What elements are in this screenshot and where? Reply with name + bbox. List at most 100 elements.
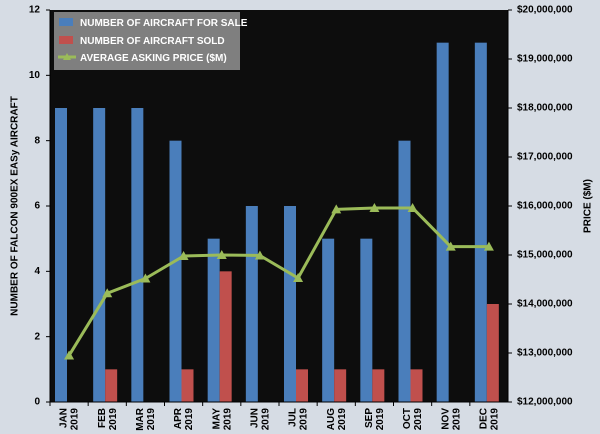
price-marker-sep	[369, 202, 380, 212]
y2-tick-label: $16,000,000	[517, 201, 573, 212]
x-tick-month: FEB	[97, 408, 108, 428]
price-marker-nov	[445, 241, 456, 251]
bar-for-sale-apr	[169, 140, 182, 402]
bar-for-sale-oct	[398, 140, 411, 402]
y2-tick-label: $14,000,000	[517, 299, 573, 310]
price-marker-may	[216, 250, 227, 259]
price-marker-jun	[254, 250, 265, 260]
y-tick-label: 10	[29, 70, 41, 81]
y-tick-label: 6	[34, 201, 40, 212]
x-tick-label-apr: APR 2019	[173, 407, 195, 430]
legend-swatch-price-marker	[63, 53, 71, 60]
price-marker-jan	[64, 350, 75, 360]
y2-tick-label: $20,000,000	[517, 5, 573, 16]
bar-for-sale-aug	[322, 238, 335, 402]
legend-box	[54, 12, 240, 70]
x-tick-label-feb: FEB 2019	[97, 408, 119, 431]
x-tick-month: JUN	[250, 408, 261, 428]
bar-sold-may	[219, 271, 232, 402]
bar-sold-jul	[296, 369, 308, 402]
x-tick-year: 2019	[146, 408, 157, 431]
x-tick-year: 2019	[261, 408, 272, 431]
y2-tick-label: $18,000,000	[517, 103, 573, 114]
y2-tick-label: $13,000,000	[517, 348, 573, 359]
x-tick-year: 2019	[70, 408, 81, 431]
bars	[55, 42, 499, 403]
bar-sold-aug	[334, 369, 347, 402]
x-tick-year: 2019	[490, 408, 501, 431]
x-tick-year: 2019	[413, 408, 424, 431]
y-tick-label: 4	[34, 266, 40, 277]
y2-tick-label: $17,000,000	[517, 152, 573, 163]
bar-sold-dec	[486, 304, 499, 402]
y-tick-label: 8	[34, 135, 40, 146]
y2-tick-label: $19,000,000	[517, 54, 573, 65]
x-tick-month: MAY	[211, 408, 222, 430]
bar-for-sale-jan	[55, 108, 67, 402]
x-tick-year: 2019	[184, 408, 195, 431]
x-tick-label-jul: JUL 2019	[288, 408, 310, 431]
y-ticks-left: 0 2 4 6 8 10 12	[29, 5, 50, 408]
bar-for-sale-nov	[436, 42, 449, 403]
legend: NUMBER OF AIRCRAFT FOR SALE NUMBER OF AI…	[54, 12, 248, 70]
bar-for-sale-sep	[360, 238, 373, 402]
x-tick-label-aug: AUG 2019	[326, 408, 348, 431]
bar-sold-oct	[410, 369, 423, 402]
x-tick-label-nov: NOV 2019	[440, 408, 462, 431]
bar-for-sale-dec	[474, 42, 487, 403]
x-tick-year: 2019	[222, 408, 233, 431]
y-tick-label: 2	[34, 331, 40, 342]
price-marker-jul	[293, 273, 304, 283]
legend-swatch-sold	[59, 36, 73, 44]
price-marker-oct	[407, 202, 418, 212]
x-tick-label-sep: SEP 2019	[364, 408, 386, 431]
price-marker-mar	[140, 273, 151, 283]
y-tick-label: 0	[34, 397, 40, 408]
x-tick-year: 2019	[299, 408, 310, 431]
x-tick-label-dec: DEC 2019	[479, 408, 501, 431]
price-line-layer	[64, 202, 494, 360]
x-tick-year: 2019	[108, 408, 119, 431]
x-tick-year: 2019	[375, 408, 386, 431]
x-tick-month: JUL	[288, 408, 299, 427]
price-marker-aug	[331, 204, 342, 214]
x-tick-month: DEC	[479, 408, 490, 429]
y2-tick-label: $15,000,000	[517, 250, 573, 261]
y-tick-label: 12	[29, 5, 41, 16]
price-marker-feb	[102, 288, 113, 298]
x-tick-year: 2019	[451, 408, 462, 431]
bar-for-sale-mar	[131, 108, 144, 402]
x-tick-month: APR	[173, 407, 184, 429]
y-ticks-right: $12,000,000 $13,000,000 $14,000,000 $15,000…	[508, 5, 573, 408]
x-tick-month: MAR	[135, 407, 146, 431]
bar-for-sale-jul	[284, 206, 296, 402]
bar-sold-sep	[372, 369, 385, 402]
x-tick-month: JAN	[59, 408, 70, 428]
x-tick-month: AUG	[326, 408, 337, 430]
x-tick-label-jun: JUN 2019	[250, 408, 272, 431]
x-tick-month: NOV	[440, 408, 451, 430]
x-tick-label-oct: OCT 2019	[402, 408, 424, 431]
bar-sold-apr	[181, 369, 194, 402]
x-tick-label-may: MAY 2019	[211, 408, 233, 431]
plot-area	[50, 10, 508, 402]
legend-label-price: AVERAGE ASKING PRICE ($M)	[80, 53, 227, 64]
y2-tick-label: $12,000,000	[517, 397, 573, 408]
x-tick-label-jan: JAN 2019	[59, 408, 81, 431]
legend-label-sold: NUMBER OF AIRCRAFT SOLD	[80, 36, 225, 47]
legend-swatch-for-sale	[59, 18, 73, 26]
x-tick-month: SEP	[364, 408, 375, 428]
bar-for-sale-may	[207, 238, 220, 402]
bar-for-sale-feb	[93, 108, 106, 402]
price-marker-apr	[178, 250, 189, 260]
price-line	[67, 206, 489, 357]
y2-axis-title: PRICE ($M)	[583, 179, 594, 233]
x-tick-label-mar: MAR 2019	[135, 407, 157, 431]
bar-for-sale-jun	[245, 206, 258, 402]
x-ticks: JAN 2019 FEB 2019 MAR 2019 APR 2019 MAY 2019 JUN 20…	[49, 402, 501, 431]
y-axis-title: NUMBER OF FALCON 900EX EASy AIRCRAFT	[10, 96, 21, 316]
price-marker-dec	[483, 241, 494, 251]
x-tick-month: OCT	[402, 408, 413, 429]
legend-label-for-sale: NUMBER OF AIRCRAFT FOR SALE	[80, 18, 248, 29]
